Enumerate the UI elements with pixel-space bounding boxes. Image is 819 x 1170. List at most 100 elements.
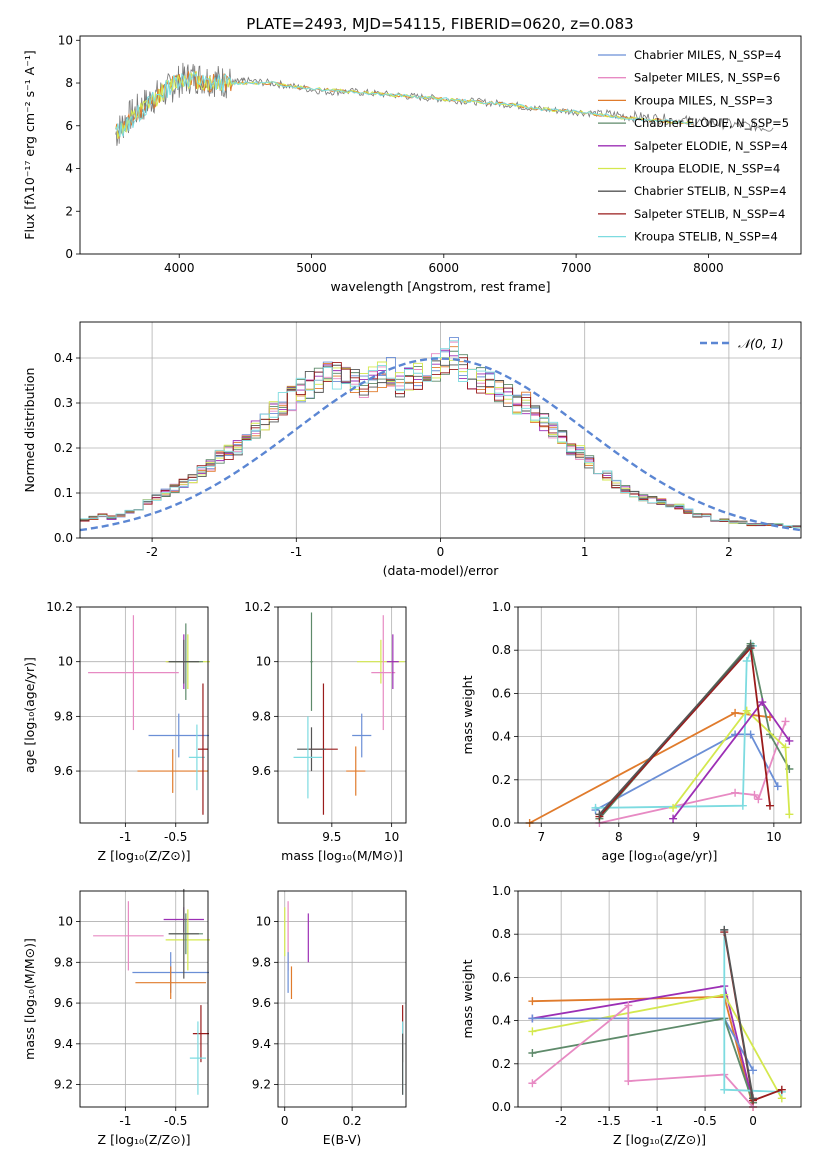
x-tick-label: 10	[384, 830, 399, 844]
x-tick-label: 0	[437, 545, 445, 559]
series-marker	[528, 1049, 537, 1057]
y-tick-label: 9.4	[54, 1037, 73, 1051]
y-tick-label: 10.2	[244, 600, 271, 614]
y-tick-label: 4	[65, 162, 73, 176]
series-line	[598, 645, 752, 816]
series-marker	[781, 717, 790, 726]
y-tick-label: 9.8	[54, 955, 73, 969]
y-tick-label: 9.6	[54, 996, 73, 1010]
legend-entry: Salpeter STELIB, N_SSP=4	[634, 207, 785, 221]
figure-title: PLATE=2493, MJD=54115, FIBERID=0620, z=0…	[246, 15, 633, 33]
y-tick-label: 0.4	[492, 730, 511, 744]
series-marker	[528, 997, 537, 1006]
y-tick-label: 2	[65, 204, 73, 218]
series-marker	[669, 803, 678, 812]
y-axis-label: mass weight	[460, 959, 475, 1038]
y-tick-label: 9.8	[54, 709, 73, 723]
y-axis-label: mass weight	[460, 675, 475, 754]
y-tick-label: 10	[58, 915, 73, 929]
x-tick-label: -0.5	[693, 1114, 716, 1128]
series-line	[532, 984, 754, 1103]
series-marker	[758, 698, 767, 707]
model-spectrum	[115, 71, 693, 137]
x-tick-label: -1	[119, 1114, 131, 1128]
y-tick-label: 10.2	[46, 600, 73, 614]
series-line	[723, 929, 754, 1099]
series-marker	[765, 801, 774, 810]
series-marker	[528, 1014, 537, 1023]
y-tick-label: 10	[256, 915, 271, 929]
series-marker	[624, 1001, 633, 1010]
y-tick-label: 10	[58, 33, 73, 47]
x-axis-label: wavelength [Angstrom, rest frame]	[330, 279, 550, 294]
series-marker	[624, 1077, 633, 1086]
y-tick-label: 1.0	[492, 884, 511, 898]
y-tick-label: 0.0	[54, 531, 73, 545]
y-tick-label: 9.8	[252, 955, 271, 969]
series-marker	[742, 706, 751, 715]
x-tick-label: 8	[615, 830, 623, 844]
legend-entry: Salpeter MILES, N_SSP=6	[634, 71, 780, 85]
y-tick-label: 0.8	[492, 643, 511, 657]
gauss-curve	[80, 357, 801, 532]
series-marker	[749, 1094, 758, 1103]
histograms	[80, 337, 801, 538]
x-axis-label: E(B-V)	[323, 1132, 362, 1147]
series-marker	[746, 730, 755, 739]
axes-frame	[277, 890, 407, 1108]
y-tick-label: 0.3	[54, 396, 73, 410]
axes-frame	[517, 606, 802, 824]
x-tick-label: -1.5	[597, 1114, 620, 1128]
legend-entry: Salpeter ELODIE, N_SSP=4	[634, 139, 788, 153]
x-axis-label: mass [log₁₀(M/M⊙)]	[281, 848, 403, 863]
series-marker	[773, 782, 782, 791]
series-marker	[528, 1027, 537, 1036]
series-marker	[738, 801, 747, 810]
y-tick-label: 0.6	[492, 970, 511, 984]
axes-frame	[79, 606, 209, 824]
y-tick-label: 0.4	[54, 351, 73, 365]
x-tick-label: 7000	[561, 261, 592, 275]
axes-frame	[79, 35, 802, 255]
legend-entry: Chabrier STELIB, N_SSP=4	[634, 184, 786, 198]
y-tick-label: 9.6	[54, 764, 73, 778]
legend-entry: Chabrier ELODIE, N_SSP=5	[634, 116, 789, 130]
x-tick-label: -0.5	[164, 830, 187, 844]
series-marker	[731, 788, 740, 797]
legend-entry: Kroupa STELIB, N_SSP=4	[634, 230, 778, 244]
series-marker	[591, 803, 600, 812]
series-marker	[785, 810, 794, 819]
series-marker	[781, 743, 790, 752]
axes-frame	[79, 321, 802, 539]
y-tick-label: 0.4	[492, 1014, 511, 1028]
x-tick-label: 0.2	[343, 1114, 362, 1128]
series-marker	[669, 814, 678, 823]
y-tick-label: 0.1	[54, 486, 73, 500]
x-tick-label: 7	[537, 830, 545, 844]
x-axis-label: (data-model)/error	[383, 563, 500, 578]
series-line	[672, 709, 791, 815]
y-tick-label: 0.2	[492, 1057, 511, 1071]
x-tick-label: 5000	[296, 261, 327, 275]
y-tick-label: 10	[58, 655, 73, 669]
y-tick-label: 9.2	[54, 1078, 73, 1092]
x-axis-label: Z [log₁₀(Z/Z⊙)]	[98, 1132, 191, 1147]
axes-frame	[517, 890, 802, 1108]
y-tick-label: 9.2	[252, 1078, 271, 1092]
series-marker	[528, 1079, 537, 1088]
x-axis-label: Z [log₁₀(Z/Z⊙)]	[613, 1132, 706, 1147]
legend-entry: Chabrier MILES, N_SSP=4	[634, 48, 781, 62]
x-tick-label: -2	[146, 545, 158, 559]
series-marker	[742, 657, 751, 665]
axes-frame	[277, 606, 407, 824]
y-tick-label: 9.6	[252, 996, 271, 1010]
y-axis-label: Flux [fλ10⁻¹⁷ erg cm⁻² s⁻¹ A⁻¹]	[22, 50, 37, 239]
x-tick-label: -1	[651, 1114, 663, 1128]
y-tick-label: 1.0	[492, 600, 511, 614]
x-tick-label: -1	[290, 545, 302, 559]
series-marker	[746, 641, 755, 650]
x-tick-label: 10	[766, 830, 781, 844]
y-axis-label: mass [log₁₀(M/M⊙)]	[22, 938, 37, 1060]
series-marker	[754, 795, 763, 804]
x-tick-label: 4000	[164, 261, 195, 275]
